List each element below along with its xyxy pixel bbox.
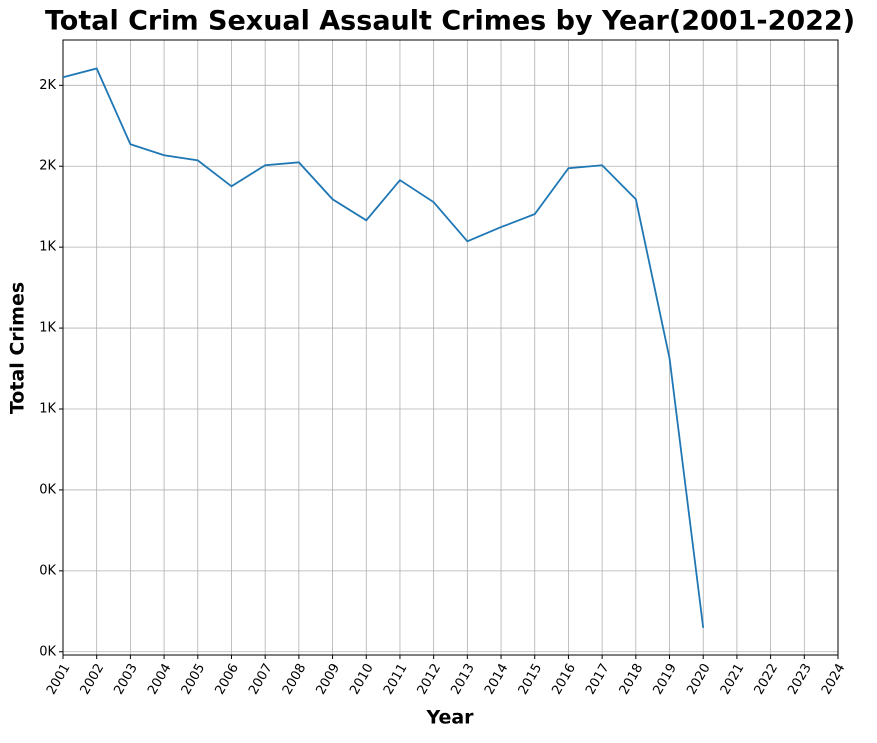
x-tick-label: 2004 [145, 661, 175, 697]
x-tick-label: 2012 [415, 661, 445, 697]
data-line [62, 67, 705, 628]
x-tick-label: 2007 [246, 661, 276, 697]
x-tick-label: 2013 [448, 661, 478, 697]
y-tick-label: 0K [39, 482, 56, 497]
x-tick-label: 2018 [617, 661, 647, 697]
x-tick-label: 2014 [482, 661, 512, 697]
chart-title: Total Crim Sexual Assault Crimes by Year… [45, 6, 855, 37]
x-tick-label: 2001 [44, 661, 74, 697]
x-tick-label: 2022 [752, 661, 782, 697]
x-tick-label: 2023 [785, 661, 815, 697]
plot-frame [62, 39, 839, 656]
x-tick-label: 2005 [179, 661, 209, 697]
x-tick-label: 2016 [549, 661, 579, 697]
x-tick-label: 2002 [78, 661, 108, 697]
y-tick-label: 2K [39, 159, 56, 174]
x-tick-label: 2017 [583, 661, 613, 697]
y-axis-label: Total Crimes [7, 282, 29, 414]
x-tick-label: 2010 [347, 661, 377, 697]
x-tick-label: 2019 [650, 661, 680, 697]
x-tick-label: 2009 [314, 661, 344, 697]
x-tick-label: 2008 [280, 661, 310, 697]
x-tick-label: 2024 [819, 661, 849, 697]
y-tick-label: 1K [39, 321, 56, 336]
y-tick-label: 0K [39, 644, 56, 659]
y-tick-label: 1K [39, 240, 56, 255]
y-tick-label: 2K [39, 78, 56, 93]
y-tick-label: 0K [39, 563, 56, 578]
x-tick-label: 2021 [718, 661, 748, 697]
x-axis-label: Year [425, 707, 474, 729]
y-tick-label: 1K [39, 402, 56, 417]
x-tick-label: 2003 [111, 661, 141, 697]
x-tick-label: 2020 [684, 661, 714, 697]
x-tick-label: 2011 [381, 661, 411, 697]
x-tick-label: 2015 [516, 661, 546, 697]
x-tick-label: 2006 [212, 661, 242, 697]
